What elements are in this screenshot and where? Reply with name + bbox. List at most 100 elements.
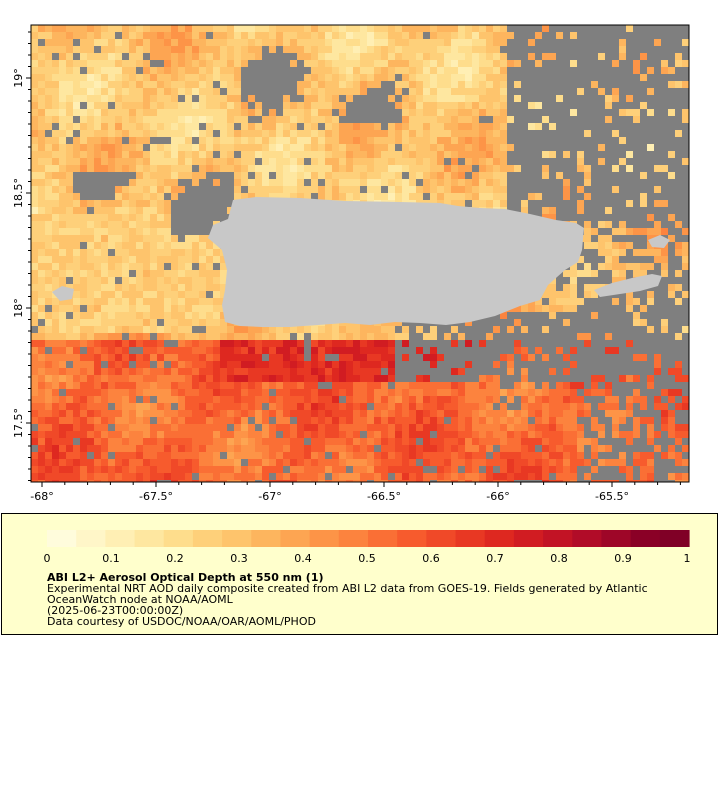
aod-pixel (458, 60, 465, 67)
aod-pixel (430, 151, 437, 158)
aod-pixel (185, 305, 192, 312)
aod-pixel (129, 60, 136, 67)
aod-pixel (374, 361, 381, 368)
aod-pixel (633, 109, 640, 116)
aod-pixel (619, 130, 626, 137)
aod-pixel (675, 340, 682, 347)
aod-pixel (66, 172, 73, 179)
aod-pixel (178, 60, 185, 67)
aod-pixel (101, 53, 108, 60)
aod-pixel (633, 347, 640, 354)
aod-pixel (360, 95, 367, 102)
aod-pixel (451, 88, 458, 95)
aod-pixel (661, 333, 668, 340)
aod-pixel (640, 53, 647, 60)
aod-pixel (73, 207, 80, 214)
aod-pixel (206, 137, 213, 144)
aod-pixel (381, 137, 388, 144)
aod-pixel (472, 88, 479, 95)
aod-pixel (164, 375, 171, 382)
aod-pixel (157, 382, 164, 389)
aod-pixel (206, 228, 213, 235)
aod-pixel (73, 382, 80, 389)
aod-pixel (283, 347, 290, 354)
aod-pixel (115, 263, 122, 270)
aod-pixel (668, 284, 675, 291)
aod-pixel (402, 382, 409, 389)
aod-pixel (367, 186, 374, 193)
aod-pixel (367, 60, 374, 67)
aod-pixel (647, 109, 654, 116)
aod-pixel (500, 53, 507, 60)
aod-pixel (605, 130, 612, 137)
aod-pixel (437, 354, 444, 361)
aod-pixel (388, 186, 395, 193)
aod-pixel (269, 340, 276, 347)
aod-pixel (311, 354, 318, 361)
aod-pixel (304, 102, 311, 109)
aod-pixel (416, 151, 423, 158)
aod-pixel (164, 116, 171, 123)
aod-pixel (577, 95, 584, 102)
aod-pixel (472, 102, 479, 109)
aod-pixel (675, 39, 682, 46)
aod-pixel (682, 249, 689, 256)
aod-pixel (640, 319, 647, 326)
aod-pixel (493, 32, 500, 39)
aod-pixel (276, 32, 283, 39)
aod-pixel (269, 333, 276, 340)
aod-pixel (353, 151, 360, 158)
aod-pixel (45, 375, 52, 382)
aod-pixel (563, 102, 570, 109)
aod-pixel (332, 375, 339, 382)
aod-pixel (185, 53, 192, 60)
aod-pixel (94, 326, 101, 333)
aod-pixel (52, 263, 59, 270)
aod-pixel (157, 340, 164, 347)
aod-pixel (297, 25, 304, 32)
aod-pixel (465, 326, 472, 333)
aod-pixel (395, 144, 402, 151)
aod-pixel (682, 88, 689, 95)
aod-pixel (220, 319, 227, 326)
aod-pixel (101, 32, 108, 39)
aod-pixel (248, 172, 255, 179)
aod-pixel (612, 116, 619, 123)
aod-pixel (234, 382, 241, 389)
aod-pixel (514, 340, 521, 347)
aod-pixel (59, 193, 66, 200)
aod-pixel (213, 305, 220, 312)
aod-pixel (430, 368, 437, 375)
aod-pixel (38, 347, 45, 354)
aod-pixel (633, 256, 640, 263)
aod-pixel (94, 144, 101, 151)
aod-pixel (514, 144, 521, 151)
aod-pixel (94, 88, 101, 95)
aod-pixel (150, 95, 157, 102)
aod-pixel (619, 242, 626, 249)
aod-pixel (164, 95, 171, 102)
aod-pixel (605, 319, 612, 326)
aod-pixel (157, 333, 164, 340)
aod-pixel (479, 319, 486, 326)
aod-pixel (178, 256, 185, 263)
aod-pixel (507, 130, 514, 137)
aod-pixel (472, 74, 479, 81)
aod-pixel (199, 214, 206, 221)
aod-pixel (549, 74, 556, 81)
aod-pixel (451, 144, 458, 151)
aod-pixel (479, 326, 486, 333)
aod-pixel (80, 207, 87, 214)
aod-pixel (339, 109, 346, 116)
aod-pixel (290, 172, 297, 179)
aod-pixel (241, 116, 248, 123)
aod-pixel (528, 326, 535, 333)
aod-pixel (73, 214, 80, 221)
aod-pixel (136, 354, 143, 361)
aod-pixel (542, 326, 549, 333)
aod-pixel (255, 74, 262, 81)
aod-pixel (528, 389, 535, 396)
aod-pixel (94, 291, 101, 298)
aod-pixel (31, 151, 38, 158)
aod-pixel (556, 137, 563, 144)
